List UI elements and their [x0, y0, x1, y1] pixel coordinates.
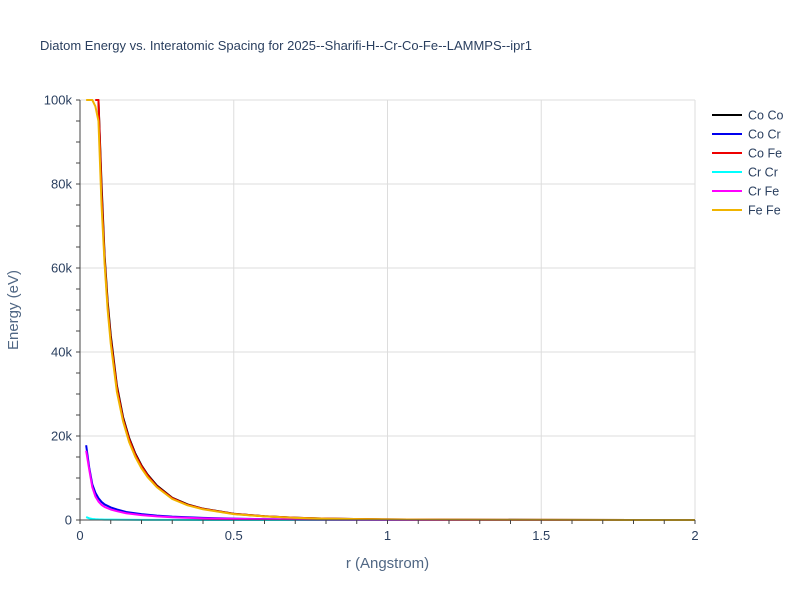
x-tick-label: 2: [691, 528, 698, 543]
y-tick-label: 100k: [44, 93, 73, 108]
grid: [80, 99, 696, 520]
x-tick-label: 1.5: [532, 528, 550, 543]
y-tick-label: 80k: [51, 177, 72, 192]
legend-item-co-cr[interactable]: Co Cr: [712, 128, 781, 142]
y-tick-label: 40k: [51, 345, 72, 360]
legend[interactable]: Co Co Co Cr Co Fe Cr Cr Cr Fe Fe Fe: [712, 109, 783, 218]
legend-label: Co Cr: [748, 128, 781, 142]
y-tick-label: 60k: [51, 261, 72, 276]
chart-title: Diatom Energy vs. Interatomic Spacing fo…: [40, 38, 532, 53]
legend-label: Cr Cr: [748, 166, 778, 180]
series-line-fe-fe: [86, 99, 695, 521]
legend-item-cr-fe[interactable]: Cr Fe: [712, 185, 779, 199]
legend-label: Co Fe: [748, 147, 782, 161]
legend-item-fe-fe[interactable]: Fe Fe: [712, 204, 781, 218]
x-tick-label: 0.5: [225, 528, 243, 543]
y-tick-label: 20k: [51, 429, 72, 444]
y-tick-label: 0: [65, 513, 72, 528]
x-tick-label: 0: [76, 528, 83, 543]
axes: 0 0.5 1 1.5 2 0 20k 40k 60k 80k 100k: [44, 93, 699, 544]
x-axis-title: r (Angstrom): [346, 555, 429, 572]
legend-label: Fe Fe: [748, 204, 781, 218]
x-tick-label: 1: [384, 528, 391, 543]
legend-item-cr-cr[interactable]: Cr Cr: [712, 166, 778, 180]
y-axis-title: Energy (eV): [5, 270, 22, 350]
legend-item-co-co[interactable]: Co Co: [712, 109, 783, 123]
legend-item-co-fe[interactable]: Co Fe: [712, 147, 782, 161]
legend-label: Co Co: [748, 109, 783, 123]
legend-label: Cr Fe: [748, 185, 779, 199]
